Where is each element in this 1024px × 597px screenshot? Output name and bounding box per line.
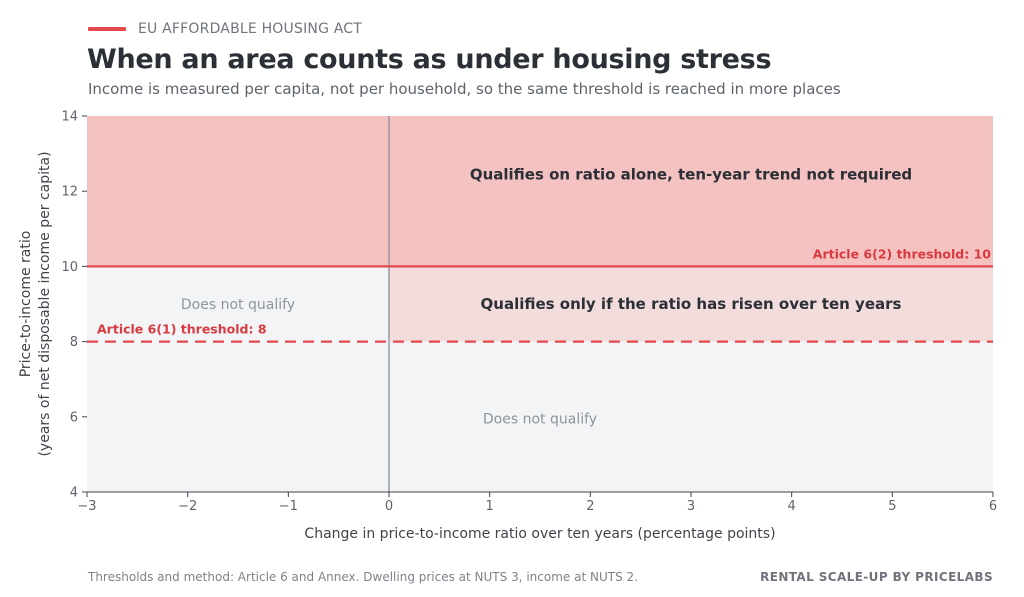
x-tick-label: −3 (77, 499, 96, 514)
x-tick-label: −2 (178, 499, 197, 514)
source-note: Thresholds and method: Article 6 and Ann… (88, 570, 638, 584)
kicker-label: EU AFFORDABLE HOUSING ACT (138, 21, 363, 37)
kicker: EU AFFORDABLE HOUSING ACT (88, 21, 362, 37)
region-label-2: Qualifies only if the ratio has risen ov… (481, 295, 902, 313)
y-tick-label: 10 (61, 260, 78, 275)
y-tick-label: 4 (70, 486, 78, 501)
region-label-3: Does not qualify (181, 297, 295, 313)
kicker-accent-bar (88, 27, 126, 31)
chart-subtitle: Income is measured per capita, not per h… (88, 80, 841, 98)
x-tick-label: 0 (385, 499, 393, 514)
region-area-4 (87, 341, 993, 492)
x-tick-label: 3 (687, 499, 695, 514)
threshold-label-10: Article 6(2) threshold: 10 (813, 246, 992, 261)
y-axis-title-line-2: (years of net disposable income per capi… (37, 151, 53, 456)
y-tick-label: 12 (61, 185, 78, 200)
threshold-label-8: Article 6(1) threshold: 8 (97, 322, 267, 337)
region-area-2 (389, 266, 993, 342)
x-tick-label: −1 (279, 499, 298, 514)
x-tick-label: 5 (888, 499, 896, 514)
x-tick-label: 1 (486, 499, 494, 514)
y-tick-label: 14 (61, 110, 78, 125)
x-axis-title: Change in price-to-income ratio over ten… (304, 526, 775, 542)
x-tick-label: 6 (989, 499, 997, 514)
y-tick-label: 6 (70, 410, 78, 425)
x-tick-label: 4 (788, 499, 796, 514)
x-tick-label: 2 (586, 499, 594, 514)
region-area-3 (87, 266, 389, 342)
y-axis-title-line-1: Price-to-income ratio (18, 231, 34, 378)
brand-label: RENTAL SCALE-UP BY PRICELABS (760, 570, 993, 584)
chart-title: When an area counts as under housing str… (87, 44, 772, 75)
y-tick-label: 8 (70, 335, 78, 350)
region-area-1 (87, 116, 993, 267)
region-label-1: Qualifies on ratio alone, ten-year trend… (470, 165, 912, 183)
region-label-4: Does not qualify (483, 412, 597, 428)
